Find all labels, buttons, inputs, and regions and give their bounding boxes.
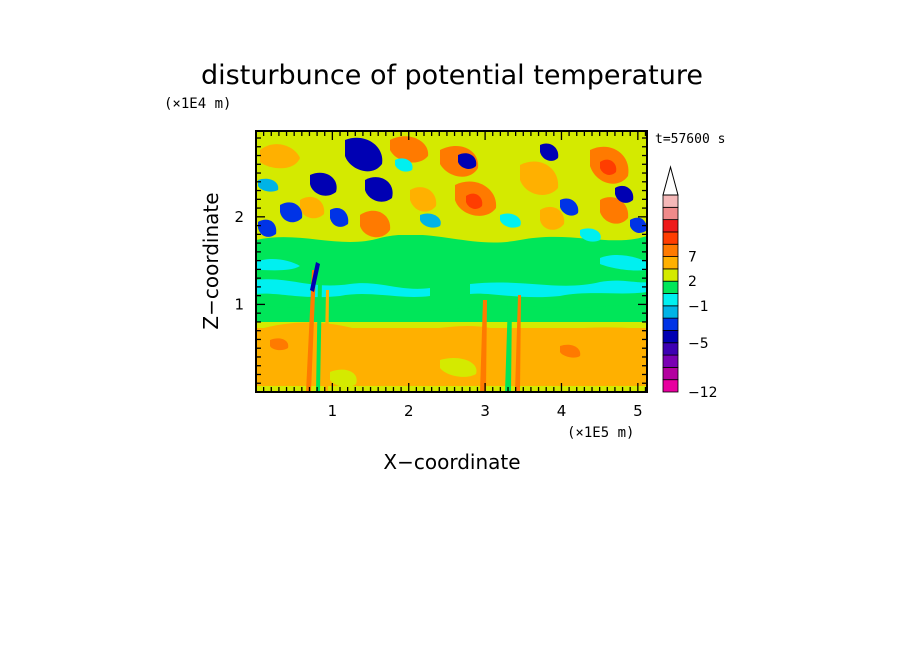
surface-patch — [440, 357, 477, 377]
colorbar-label: −5 — [688, 336, 709, 352]
beam-stripe — [480, 300, 487, 392]
beam-stripe — [306, 270, 316, 392]
field-cyan-band — [256, 279, 430, 298]
warm-blob — [540, 206, 565, 230]
cold-blob — [560, 198, 579, 216]
field-wave-beams — [306, 262, 521, 392]
cyan-streak — [420, 213, 441, 228]
cyan-streak — [395, 158, 413, 172]
colorbar-extend-arrow — [662, 165, 679, 196]
colorbar-swatch — [662, 379, 679, 393]
surface-patch — [330, 369, 357, 387]
cold-blob — [540, 143, 559, 161]
warm-blob — [390, 136, 429, 163]
field-layer-warm-edge — [256, 322, 647, 344]
colorbar-swatch — [662, 317, 679, 331]
chart-title: disturbunce of potential temperature — [201, 60, 703, 91]
colorbar-swatch — [662, 243, 679, 257]
colorbar-label: −1 — [688, 299, 709, 315]
colorbar-swatch — [662, 231, 679, 245]
warm-blob — [300, 196, 325, 219]
beam-stripe — [310, 262, 320, 292]
colorbar-swatch — [662, 268, 679, 282]
colorbar-swatch — [662, 206, 679, 221]
field-cyan-patch-right — [600, 255, 647, 271]
x-tick-label: 5 — [633, 402, 643, 420]
colorbar-swatch — [662, 194, 679, 208]
cold-blob — [258, 219, 277, 237]
contour-field — [256, 131, 647, 392]
surface-patch — [560, 344, 581, 358]
x-tick-label: 4 — [557, 402, 567, 420]
colorbar-swatch — [662, 330, 679, 344]
cold-blob — [615, 185, 634, 203]
x-tick-label: 3 — [480, 402, 490, 420]
cold-blob — [310, 172, 337, 196]
warm-blob — [520, 161, 559, 195]
cyan-streak — [258, 178, 279, 192]
y-unit-label: (×1E4 m) — [164, 96, 231, 112]
cold-blob — [280, 202, 303, 223]
cold-blob — [365, 177, 393, 202]
beam-stripe — [316, 280, 322, 392]
warm-core — [600, 159, 617, 175]
warm-core — [466, 193, 483, 209]
cyan-streak — [500, 213, 521, 228]
beam-stripe — [324, 290, 329, 392]
colorbar-swatch — [662, 305, 679, 319]
cold-blob — [330, 207, 349, 227]
colorbar-swatch — [662, 280, 679, 294]
cold-blob — [458, 153, 477, 169]
warm-blob — [600, 197, 629, 224]
beam-stripe — [515, 295, 521, 392]
x-axis-label: X−coordinate — [383, 450, 520, 474]
colorbar-label: −12 — [688, 385, 718, 401]
y-axis-ticks: 12 — [234, 137, 647, 384]
warm-blob — [360, 210, 391, 238]
field-upper-waves — [258, 136, 647, 242]
x-axis-ticks: 1 2 3 4 5 — [262, 131, 647, 420]
x-tick-label: 1 — [328, 402, 338, 420]
field-cyan-band-right — [470, 280, 647, 298]
field-cyan-patch — [256, 259, 300, 271]
colorbar-swatch — [662, 256, 679, 270]
warm-blob — [260, 144, 300, 169]
colorbar: 7 2 −1 −5 −12 — [662, 165, 718, 401]
x-tick-label: 2 — [404, 402, 414, 420]
colorbar-label: 7 — [688, 250, 697, 266]
time-label: t=57600 s — [655, 132, 725, 147]
colorbar-label: 2 — [688, 274, 697, 290]
y-tick-label: 1 — [234, 295, 244, 313]
colorbar-swatch — [662, 354, 679, 368]
x-unit-label: (×1E5 m) — [567, 425, 634, 441]
colorbar-swatch — [662, 366, 679, 381]
y-axis-label: Z−coordinate — [199, 192, 223, 329]
field-layer-neutral-lower — [256, 304, 647, 322]
colorbar-swatch — [662, 342, 679, 356]
cold-blob — [630, 217, 647, 233]
plot-frame — [255, 130, 648, 393]
colorbar-swatch — [662, 219, 679, 233]
cold-blob — [345, 137, 383, 172]
y-tick-label: 2 — [234, 208, 244, 226]
warm-blob — [410, 187, 437, 212]
colorbar-swatch — [662, 293, 679, 307]
surface-patch — [270, 338, 289, 351]
beam-stripe — [505, 300, 512, 392]
cyan-streak — [580, 228, 601, 242]
